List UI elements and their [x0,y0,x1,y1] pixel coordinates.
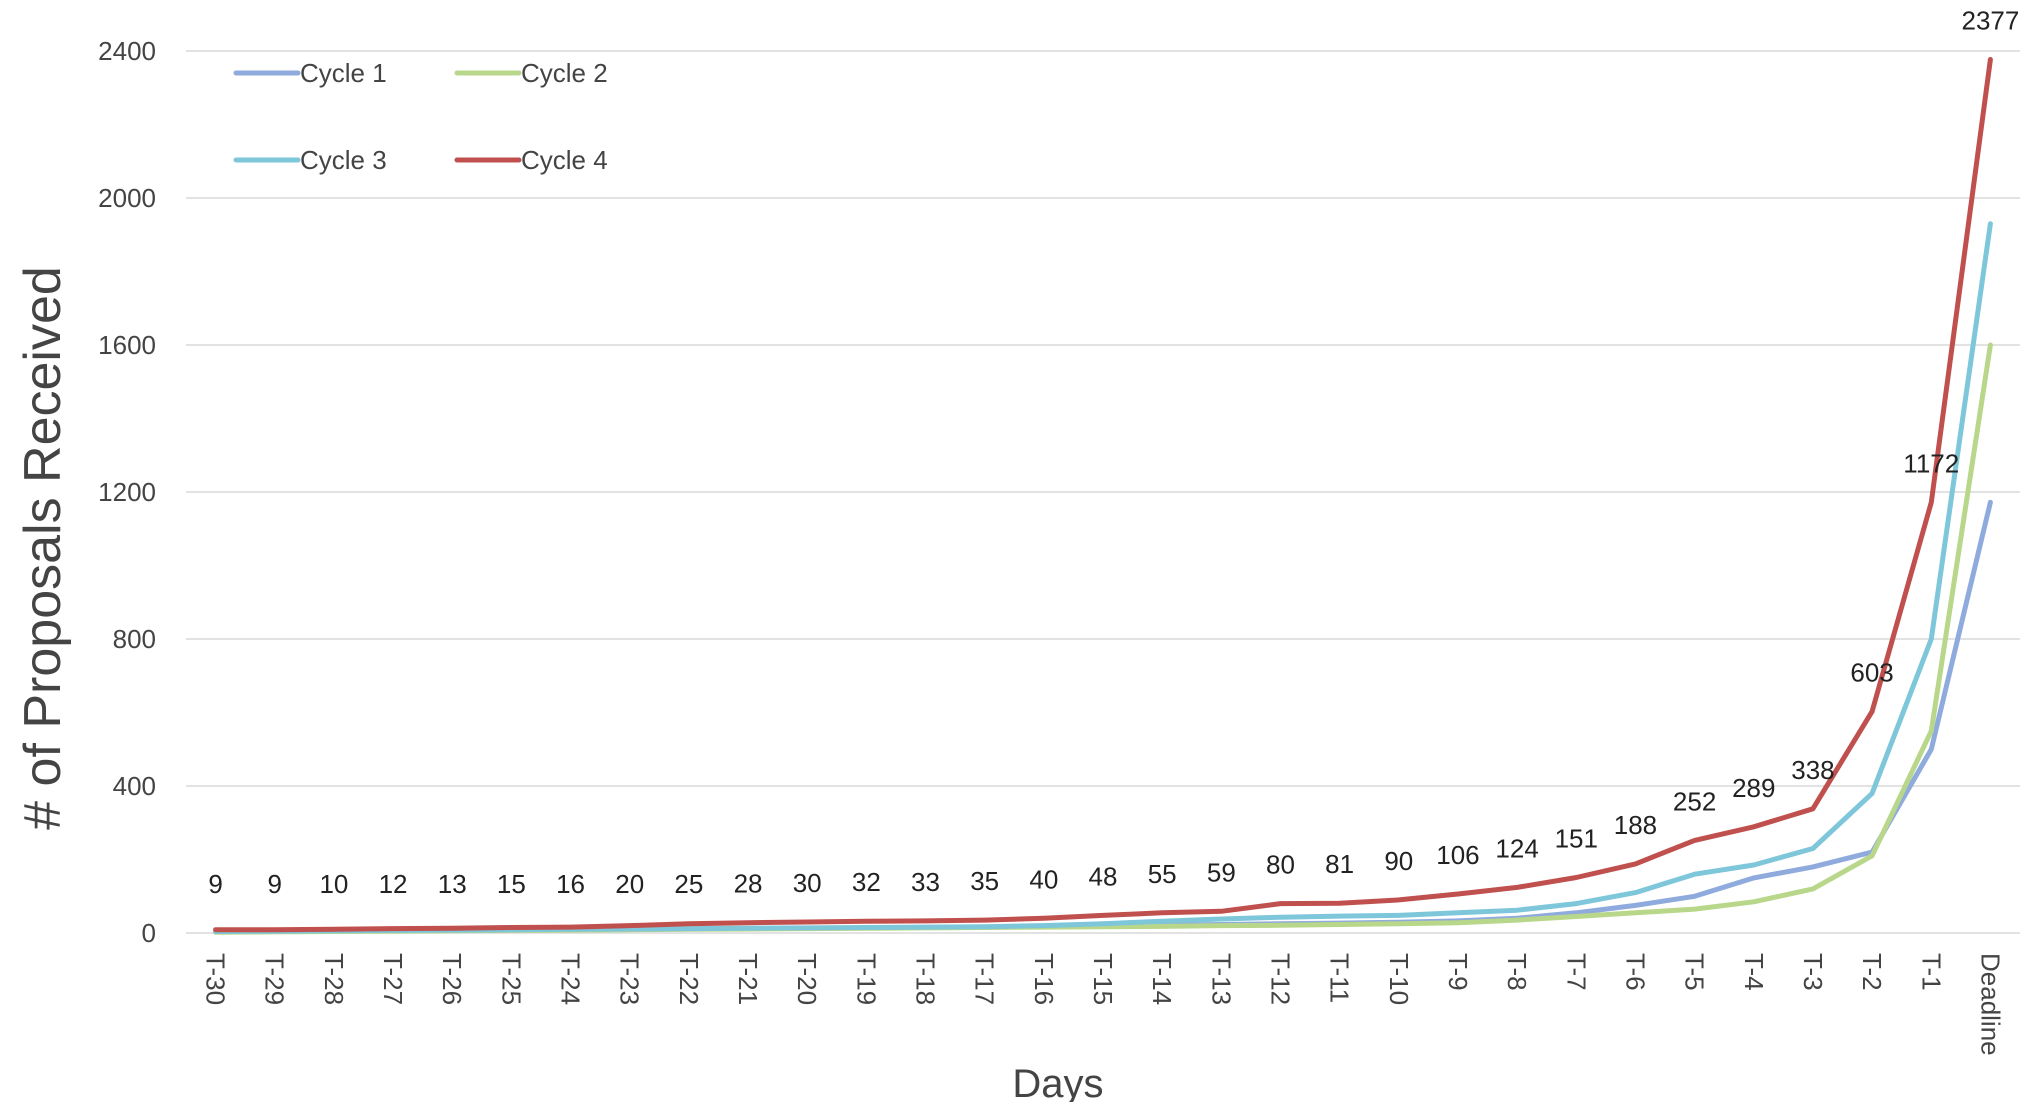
y-tick-label: 400 [113,771,156,801]
data-label: 124 [1495,833,1538,863]
x-axis-ticks: T-30 T-29 T-28 T-27 T-26 T-25 T-24 T-23 T-22 T-21… [201,953,2006,1056]
x-tick-label: T-26 [437,953,467,1005]
data-label: 90 [1384,846,1413,876]
series-line-cycle-3 [213,221,1993,934]
x-tick-label: T-22 [674,953,704,1005]
data-label: 2377 [1961,5,2019,35]
data-label: 33 [911,867,940,897]
data-label: 40 [1029,864,1058,894]
x-tick-label: Deadline [1975,953,2005,1056]
x-tick-label: T-29 [260,953,290,1005]
y-axis-title: # of Proposals Received [14,266,72,830]
x-tick-label: T-16 [1029,953,1059,1005]
x-tick-label: T-20 [792,953,822,1005]
series-lines [213,57,1993,935]
x-tick-label: T-14 [1147,953,1177,1005]
y-tick-label: 800 [113,624,156,654]
x-tick-label: T-10 [1384,953,1414,1005]
legend-item: Cycle 2 [454,58,608,88]
legend-label: Cycle 4 [521,145,608,175]
x-tick-label: T-3 [1798,953,1828,991]
x-tick-label: T-11 [1325,953,1355,1003]
x-tick-label: T-27 [378,953,408,1005]
y-tick-label: 0 [142,918,156,948]
data-label: 81 [1325,849,1354,879]
x-axis-title: Days [1012,1062,1103,1102]
x-tick-label: T-1 [1916,953,1946,991]
y-tick-label: 1600 [98,330,156,360]
data-label: 48 [1089,861,1118,891]
x-tick-label: T-13 [1206,953,1236,1005]
series-line-cycle-4 [213,57,1993,933]
y-tick-label: 1200 [98,477,156,507]
x-tick-label: T-23 [615,953,645,1005]
legend-item: Cycle 4 [454,145,608,175]
x-tick-label: T-2 [1857,953,1887,991]
data-label: 20 [615,869,644,899]
data-label: 289 [1732,773,1775,803]
data-label: 9 [208,869,222,899]
data-label: 15 [497,869,526,899]
data-label: 338 [1791,755,1834,785]
legend-item: Cycle 3 [233,145,387,175]
x-tick-label: T-18 [911,953,941,1005]
x-tick-label: T-6 [1620,953,1650,991]
data-label: 25 [674,869,703,899]
data-label: 16 [556,869,585,899]
data-label: 10 [319,869,348,899]
data-label: 151 [1555,824,1598,854]
x-tick-label: T-25 [496,953,526,1005]
legend-item: Cycle 1 [233,58,387,88]
data-label: 55 [1148,859,1177,889]
data-label: 106 [1436,840,1479,870]
x-tick-label: T-8 [1502,953,1532,991]
legend-label: Cycle 3 [300,145,387,175]
x-tick-label: T-19 [851,953,881,1005]
y-tick-label: 2000 [98,183,156,213]
x-tick-label: T-15 [1088,953,1118,1005]
x-tick-label: T-12 [1265,953,1295,1005]
legend-label: Cycle 2 [521,58,608,88]
x-tick-label: T-7 [1561,953,1591,991]
data-label: 28 [734,869,763,899]
x-tick-label: T-28 [319,953,349,1005]
x-tick-label: T-24 [556,953,586,1005]
x-tick-label: T-17 [970,953,1000,1005]
x-tick-label: T-4 [1739,953,1769,991]
data-label: 32 [852,867,881,897]
data-label: 12 [379,869,408,899]
x-tick-label: T-21 [733,953,763,1005]
x-tick-label: T-9 [1443,953,1473,991]
gridlines [186,50,2020,934]
data-label: 9 [268,869,282,899]
data-label: 603 [1850,657,1893,687]
legend-label: Cycle 1 [300,58,387,88]
data-label: 30 [793,868,822,898]
data-label: 252 [1673,786,1716,816]
y-tick-label: 2400 [98,36,156,66]
data-label: 35 [970,866,999,896]
data-label: 1172 [1903,448,1959,478]
data-label: 13 [438,869,467,899]
data-label: 59 [1207,857,1236,887]
legend: Cycle 1 Cycle 2 Cycle 3 Cycle 4 [233,58,608,175]
data-label: 188 [1614,810,1657,840]
x-tick-label: T-5 [1680,953,1710,991]
y-axis-ticks: 0 400 800 1200 1600 2000 2400 [98,36,156,948]
x-tick-label: T-30 [201,953,231,1005]
data-label: 80 [1266,850,1295,880]
data-labels: 9 9 10 12 13 15 16 20 25 28 30 32 33 35 40 48 55 59 80 81 90… [208,5,2019,899]
